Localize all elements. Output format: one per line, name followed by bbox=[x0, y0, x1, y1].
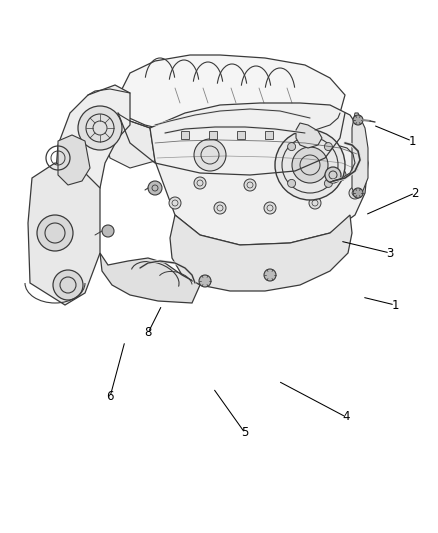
Circle shape bbox=[274, 130, 344, 200]
Circle shape bbox=[37, 215, 73, 251]
Polygon shape bbox=[28, 163, 100, 305]
Polygon shape bbox=[100, 253, 200, 303]
Text: 3: 3 bbox=[385, 246, 393, 260]
Text: 5: 5 bbox=[241, 426, 248, 440]
Circle shape bbox=[324, 167, 340, 183]
Polygon shape bbox=[105, 113, 155, 168]
Text: 2: 2 bbox=[410, 187, 418, 199]
Circle shape bbox=[291, 147, 327, 183]
Circle shape bbox=[287, 180, 295, 188]
Circle shape bbox=[102, 225, 114, 237]
Text: 1: 1 bbox=[390, 298, 398, 311]
Circle shape bbox=[287, 143, 295, 151]
Polygon shape bbox=[55, 85, 130, 198]
Circle shape bbox=[348, 187, 360, 199]
Polygon shape bbox=[208, 131, 216, 139]
Circle shape bbox=[148, 181, 162, 195]
Circle shape bbox=[244, 179, 255, 191]
Polygon shape bbox=[170, 215, 351, 291]
Circle shape bbox=[324, 143, 332, 151]
Text: 8: 8 bbox=[144, 327, 152, 340]
Polygon shape bbox=[295, 123, 321, 148]
Text: 6: 6 bbox=[106, 391, 113, 403]
Circle shape bbox=[194, 177, 205, 189]
Circle shape bbox=[263, 269, 276, 281]
Circle shape bbox=[53, 270, 83, 300]
Text: 1: 1 bbox=[407, 134, 415, 148]
Circle shape bbox=[352, 188, 362, 198]
Polygon shape bbox=[150, 103, 367, 245]
Polygon shape bbox=[180, 131, 189, 139]
Circle shape bbox=[333, 169, 345, 181]
Circle shape bbox=[78, 106, 122, 150]
Circle shape bbox=[198, 275, 211, 287]
Circle shape bbox=[263, 202, 276, 214]
Circle shape bbox=[308, 197, 320, 209]
Polygon shape bbox=[58, 135, 90, 185]
Circle shape bbox=[352, 115, 362, 125]
Circle shape bbox=[194, 139, 226, 171]
Circle shape bbox=[169, 197, 180, 209]
Circle shape bbox=[324, 180, 332, 188]
Circle shape bbox=[213, 202, 226, 214]
Polygon shape bbox=[351, 113, 367, 195]
Text: 4: 4 bbox=[342, 410, 349, 424]
Circle shape bbox=[293, 177, 305, 189]
Polygon shape bbox=[265, 131, 272, 139]
Polygon shape bbox=[115, 55, 344, 137]
Polygon shape bbox=[237, 131, 244, 139]
